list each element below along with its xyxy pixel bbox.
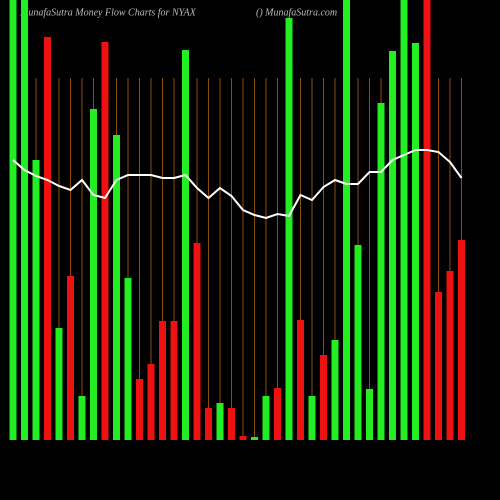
line: [12, 149, 463, 220]
bar: [285, 18, 293, 440]
bar: [297, 320, 304, 440]
bar: [9, 0, 17, 440]
bar: [44, 37, 51, 440]
bar: [389, 51, 396, 440]
bar: [113, 135, 120, 440]
bar: [90, 109, 97, 440]
bar: [446, 271, 454, 440]
bar: [32, 160, 40, 440]
bar: [136, 379, 143, 440]
bar: [412, 43, 419, 440]
bar: [354, 245, 362, 440]
bar: [228, 408, 235, 440]
bar: [67, 276, 74, 440]
bar: [262, 396, 270, 440]
bar: [124, 278, 132, 440]
bar: [147, 364, 155, 440]
bar: [159, 321, 166, 440]
bar: [308, 396, 316, 440]
bar: [78, 396, 86, 440]
bar: [331, 340, 339, 440]
bar: [435, 292, 442, 440]
bar: [216, 403, 224, 440]
bar: [343, 0, 350, 440]
bar: [377, 103, 385, 440]
bar: [101, 42, 109, 440]
bar: [366, 389, 373, 440]
bar: [400, 0, 408, 440]
bar: [193, 243, 201, 440]
bar: [458, 240, 465, 440]
bar: [320, 355, 327, 440]
bar: [239, 436, 247, 440]
chart-title: MunafaSutra Money Flow Charts for NYAX: [19, 7, 197, 18]
bar: [55, 328, 63, 440]
chart-subtitle: () MunafaSutra.com: [256, 7, 337, 18]
bar: [170, 321, 178, 440]
bar: [274, 388, 281, 440]
bar: [251, 437, 258, 440]
bar: [182, 50, 189, 440]
bar: [21, 0, 28, 440]
bar: [205, 408, 212, 440]
bar: [423, 0, 431, 440]
